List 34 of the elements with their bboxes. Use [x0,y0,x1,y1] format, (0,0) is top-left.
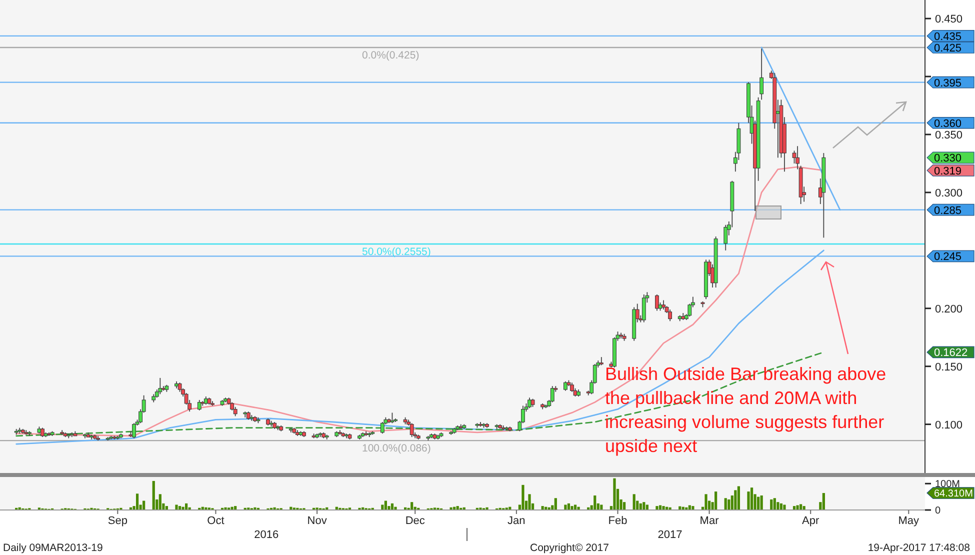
y-tick-label: 0.285 [934,204,962,217]
ref-line-label: 50.0%(0.2555) [362,246,431,258]
x-tick-label: Nov [307,515,328,527]
y-tick-label: 0.200 [935,303,963,316]
x-tick-label: May [898,515,920,527]
x-tick-label: Dec [405,515,426,527]
y-tick-label: 0.245 [934,251,962,264]
y-tick-label: 0.100 [935,419,963,432]
y-tick-label: 0.330 [934,152,962,165]
y-tick-label: 0.450 [935,14,963,26]
text: 2016 [254,529,279,541]
y-tick-label: 0 [935,506,941,516]
y-tick-label: 0.395 [934,77,962,90]
text: Daily 09MAR2013-19 [3,542,103,554]
x-tick-label: Jan [508,515,526,527]
y-tick-label: 0.150 [935,361,963,374]
text: Copyright© 2017 [530,542,610,554]
y-tick-label: 0.350 [935,129,963,142]
y-tick-label: 0.1622 [934,347,968,360]
ref-line-label: 100.0%(0.086) [362,442,431,455]
x-tick-label: Apr [802,515,820,527]
x-tick-label: Feb [608,515,628,527]
text: 19-Apr-2017 17:48:08 [868,542,970,554]
text: 2017 [658,529,682,541]
y-tick-label: 64.310M [934,488,973,500]
x-tick-label: Mar [700,515,720,527]
y-tick-label: 0.300 [935,187,963,200]
ref-line-label: 0.0%(0.425) [362,50,420,62]
y-tick-label: 0.360 [934,118,962,130]
y-tick-label: 0.425 [934,42,962,54]
x-tick-label: Sep [108,515,128,527]
y-tick-label: 0.435 [934,30,962,43]
x-tick-label: Oct [207,515,224,527]
y-tick-label: 0.319 [934,165,962,178]
